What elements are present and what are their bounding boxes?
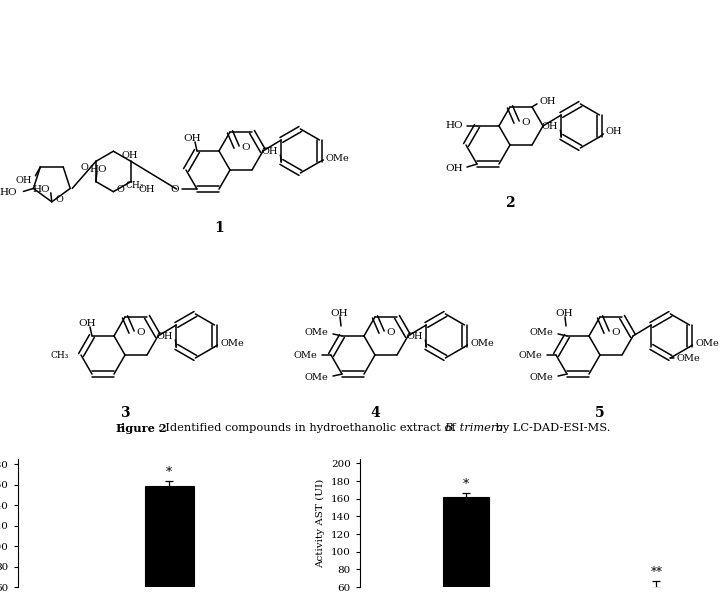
Text: OH: OH [606,128,622,136]
Text: OMe: OMe [529,372,553,381]
Text: OMe: OMe [529,328,553,337]
Text: O: O [170,185,179,194]
Text: HO: HO [446,122,463,131]
Text: O: O [80,163,88,172]
Text: OMe: OMe [676,355,700,364]
Text: OH: OH [157,333,174,342]
Text: OMe: OMe [518,350,542,359]
Text: 5: 5 [595,406,605,420]
Text: CH₃: CH₃ [50,350,69,359]
Text: 3: 3 [120,406,130,420]
Bar [443,497,489,587]
Text: **: ** [650,566,662,579]
Text: O: O [611,328,620,337]
Text: O: O [117,185,125,194]
Text: OMe: OMe [293,350,317,359]
Y-axis label: Activity AST (UI): Activity AST (UI) [316,479,325,567]
Text: OH: OH [183,135,201,144]
Text: OH: OH [16,176,32,185]
Text: OMe: OMe [325,154,349,163]
Text: HO: HO [0,188,17,197]
Text: HO: HO [89,165,107,174]
Text: OH: OH [139,185,156,194]
Text: igure 2: igure 2 [121,423,167,434]
Text: OH: OH [330,309,348,318]
Text: : Identified compounds in hydroethanolic extract of: : Identified compounds in hydroethanolic… [158,423,459,433]
Text: O: O [242,142,251,151]
Text: OH: OH [446,163,463,173]
Text: OMe: OMe [470,340,494,349]
Text: O: O [387,328,395,337]
Text: OH: OH [122,151,138,160]
Text: 4: 4 [370,406,380,420]
Text: O: O [56,195,63,204]
Text: by LC-DAD-ESI-MS.: by LC-DAD-ESI-MS. [492,423,611,433]
Text: OH: OH [407,333,423,342]
Text: OH: OH [540,97,557,107]
Text: *: * [463,478,469,491]
Text: 1: 1 [214,221,224,235]
Text: O: O [521,117,530,126]
Text: *: * [166,467,172,479]
Text: OH: OH [542,122,558,132]
Text: CH₃: CH₃ [125,181,144,190]
Text: OH: OH [262,147,279,156]
Text: OH: OH [555,309,573,318]
Text: OH: OH [78,319,96,328]
Bar [145,486,194,587]
Text: 2: 2 [505,196,515,210]
Text: O: O [137,328,145,337]
Text: OMe: OMe [696,340,719,349]
Text: HO: HO [32,185,50,194]
Text: F: F [115,423,123,434]
Text: OMe: OMe [220,340,244,349]
Text: OMe: OMe [305,328,328,337]
Text: B. trimera: B. trimera [444,423,503,433]
Text: OMe: OMe [305,372,328,381]
